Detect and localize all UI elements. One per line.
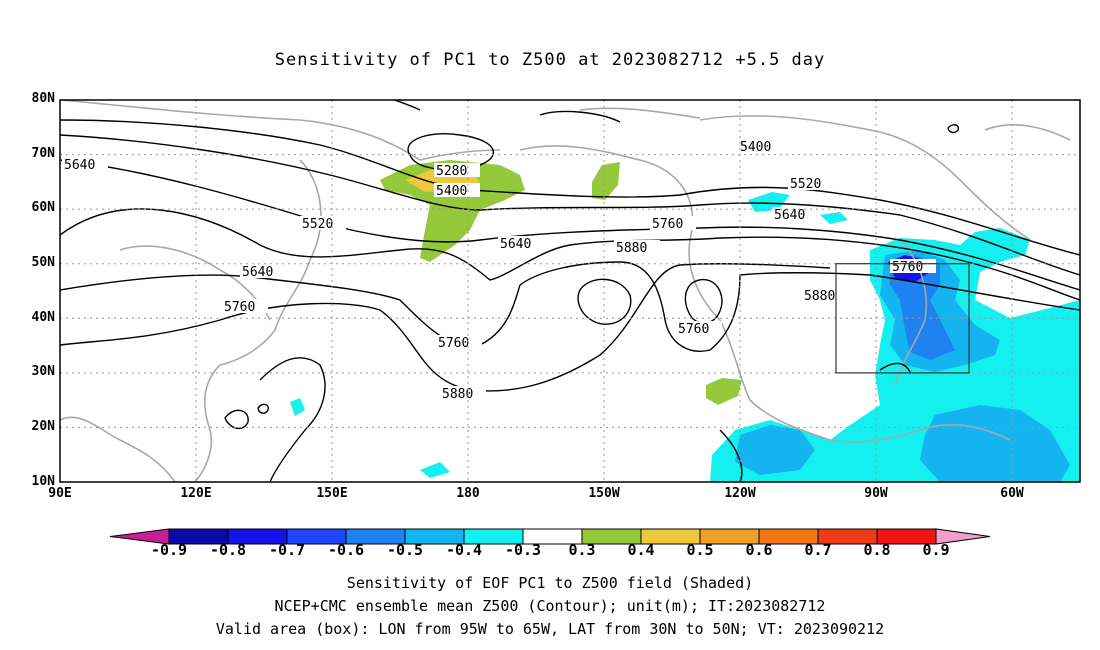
- coastlines: [60, 100, 1071, 482]
- contour-label-5400: 5400: [740, 140, 771, 155]
- colorbar-label: -0.7: [268, 541, 306, 559]
- contour-label-5520: 5520: [302, 217, 333, 232]
- footer-line-1: Sensitivity of EOF PC1 to Z500 field (Sh…: [346, 574, 754, 592]
- valid-area-box: [835, 263, 970, 374]
- positive-region-mexico: [706, 378, 742, 405]
- map-title: Sensitivity of PC1 to Z500 at 2023082712…: [274, 50, 826, 70]
- gridlines: [60, 100, 1080, 482]
- contour-label-5880: 5880: [804, 289, 835, 304]
- colorbar-label: 0.8: [863, 541, 891, 559]
- colorbar-high-triangle: [935, 528, 991, 545]
- colorbar-label: 0.6: [745, 541, 773, 559]
- lat-label: 10N: [31, 474, 55, 489]
- lat-label: 80N: [31, 91, 55, 106]
- contour-label-5280: 5280: [436, 164, 467, 179]
- contour-label-5760: 5760: [892, 260, 923, 275]
- contour-labels: 5280 5400 5400 5520 5520 5640 5640 5640 …: [62, 139, 936, 402]
- contour-label-5640: 5640: [500, 237, 531, 252]
- colorbar-label: -0.3: [504, 541, 542, 559]
- lon-label: 90E: [48, 486, 72, 501]
- lat-label: 70N: [31, 146, 55, 161]
- colorbar-label: 0.5: [686, 541, 714, 559]
- colorbar-label: -0.5: [386, 541, 424, 559]
- lat-label: 50N: [31, 255, 55, 270]
- lon-label: 120W: [724, 486, 756, 501]
- positive-region-alaska: [592, 162, 620, 200]
- contour-label-5640: 5640: [242, 265, 273, 280]
- contour-label-5520: 5520: [790, 177, 821, 192]
- lon-label: 90W: [864, 486, 888, 501]
- lon-label: 60W: [1000, 486, 1024, 501]
- footer-line-2: NCEP+CMC ensemble mean Z500 (Contour); u…: [274, 597, 826, 615]
- lat-label: 60N: [31, 200, 55, 215]
- map-frame: [59, 99, 1081, 483]
- lon-label: 150W: [588, 486, 620, 501]
- lat-label: 30N: [31, 364, 55, 379]
- contour-label-5880: 5880: [442, 387, 473, 402]
- negative-region-small4: [420, 462, 450, 478]
- contour-label-5640: 5640: [774, 208, 805, 223]
- contour-label-5760: 5760: [224, 300, 255, 315]
- contour-label-5760: 5760: [678, 322, 709, 337]
- colorbar-label: 0.9: [922, 541, 950, 559]
- colorbar-label: 0.3: [568, 541, 596, 559]
- contour-label-5400: 5400: [436, 184, 467, 199]
- lat-label: 40N: [31, 310, 55, 325]
- colorbar-label: -0.4: [445, 541, 483, 559]
- colorbar-label: 0.4: [627, 541, 655, 559]
- negative-region-gulf: [735, 425, 815, 475]
- lat-label: 20N: [31, 419, 55, 434]
- colorbar-label: 0.7: [804, 541, 832, 559]
- colorbar-label: -0.9: [150, 541, 188, 559]
- footer-line-3: Valid area (box): LON from 95W to 65W, L…: [215, 620, 885, 638]
- lon-label: 180: [456, 486, 480, 501]
- lon-label: 120E: [180, 486, 212, 501]
- negative-region-small3: [290, 398, 305, 416]
- colorbar-label: -0.6: [327, 541, 365, 559]
- contour-label-5760: 5760: [652, 217, 683, 232]
- colorbar: [109, 528, 991, 545]
- colorbar-label: -0.8: [209, 541, 247, 559]
- contour-label-5640: 5640: [64, 158, 95, 173]
- contour-label-5880: 5880: [616, 241, 647, 256]
- contour-label-5760: 5760: [438, 336, 469, 351]
- lon-label: 150E: [316, 486, 348, 501]
- negative-region-small2: [820, 212, 848, 224]
